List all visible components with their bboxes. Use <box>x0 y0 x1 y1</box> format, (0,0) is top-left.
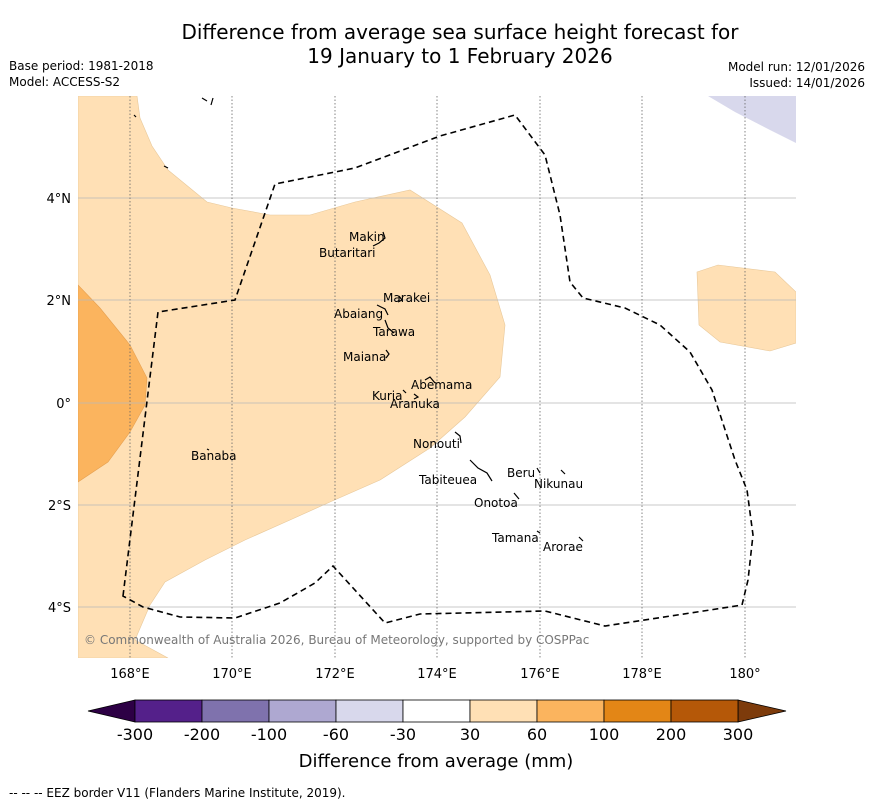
island-label-maiana: Maiana <box>343 350 386 364</box>
island-label-abaiang: Abaiang <box>334 307 383 321</box>
island-label-tamana: Tamana <box>491 531 539 545</box>
island-shape-marakei <box>397 295 403 303</box>
island-label-arorae: Arorae <box>543 540 583 554</box>
island-shape-aranuka <box>413 393 420 400</box>
island-shape-kuria <box>402 389 407 394</box>
island-shape-north-2 <box>133 114 137 118</box>
model-run: Model run: 12/01/2026 <box>727 60 865 74</box>
colorbar-tick-label: -100 <box>251 725 287 744</box>
colorbar-tick-label: -300 <box>117 725 153 744</box>
island-shape-tamana <box>536 530 541 534</box>
island-shape-north-3 <box>163 165 169 169</box>
colorbar-tick-label: 60 <box>527 725 547 744</box>
island-label-kuria: Kuria <box>372 389 403 403</box>
colorbar-tick-label: 300 <box>723 725 754 744</box>
colorbar-tick-label: -60 <box>323 725 349 744</box>
lat-label-2n: 2°N <box>47 294 72 309</box>
colorbar-segment <box>402 699 471 723</box>
island-shape-maiana <box>385 349 390 359</box>
colorbar-tick-label: 200 <box>656 725 687 744</box>
colorbar-label: Difference from average (mm) <box>299 751 574 772</box>
island-labels: Makin Butaritari Marakei Abaiang Tarawa … <box>191 230 583 554</box>
anomaly-region-east <box>696 264 796 352</box>
lon-label-172e: 172°E <box>315 667 355 682</box>
eez-border <box>122 114 754 627</box>
island-label-tabiteuea: Tabiteuea <box>418 473 477 487</box>
eez-footnote: -- -- -- EEZ border V11 (Flanders Marine… <box>9 786 346 800</box>
lat-tick-labels: 4°N 2°N 0° 2°S 4°S <box>47 192 72 616</box>
lon-label-176e: 176°E <box>520 667 560 682</box>
island-shape-abaiang <box>376 304 389 316</box>
copyright-text: © Commonwealth of Australia 2026, Bureau… <box>84 633 589 647</box>
island-shape-arorae <box>578 536 584 542</box>
anomaly-region-60-100 <box>78 284 148 483</box>
anomaly-region-30-60 <box>78 96 506 658</box>
lat-label-0: 0° <box>56 397 71 412</box>
island-shape-abemama <box>424 376 436 384</box>
lon-tick-labels: 168°E 170°E 172°E 174°E 176°E 178°E 180° <box>110 667 760 682</box>
island-shape-tarawa <box>384 319 395 334</box>
colorbar-ticks: -300 -200 -100 -60 -30 30 60 100 200 300 <box>117 725 753 744</box>
island-shape-north-1 <box>201 97 214 106</box>
lat-label-4s: 4°S <box>48 601 71 616</box>
island-label-tarawa: Tarawa <box>372 325 415 339</box>
colorbar-tick-label: 30 <box>460 725 480 744</box>
island-shape-nikunau <box>560 469 566 475</box>
colorbar-segment <box>134 699 203 723</box>
colorbar-segment <box>536 699 605 723</box>
island-outlines <box>133 97 584 542</box>
lat-label-4n: 4°N <box>47 192 72 207</box>
island-label-banaba: Banaba <box>191 449 237 463</box>
colorbar-under-arrow <box>87 699 136 723</box>
meta-left: Base period: 1981-2018 Model: ACCESS-S2 <box>9 58 154 90</box>
island-label-nonouti: Nonouti <box>413 437 460 451</box>
colorbar-tick-label: -30 <box>390 725 416 744</box>
lon-label-170e: 170°E <box>212 667 252 682</box>
title-line-1: Difference from average sea surface heig… <box>181 20 739 44</box>
island-shape-beru <box>536 467 541 474</box>
colorbar-segment <box>201 699 270 723</box>
colorbar-tick-label: 100 <box>589 725 620 744</box>
island-shape-banaba <box>206 448 210 451</box>
colorbar-segments <box>134 699 739 723</box>
island-label-abemama: Abemama <box>411 378 472 392</box>
colorbar-segment <box>670 699 739 723</box>
issued-date: Issued: 14/01/2026 <box>749 76 865 90</box>
model-name: Model: ACCESS-S2 <box>9 75 121 89</box>
island-label-butaritari: Butaritari <box>319 246 376 260</box>
lon-label-178e: 178°E <box>622 667 662 682</box>
lon-label-174e: 174°E <box>417 667 457 682</box>
map-title: Difference from average sea surface heig… <box>0 20 873 68</box>
colorbar-segment <box>603 699 672 723</box>
island-shape-onotoa <box>513 492 520 500</box>
island-label-onotoa: Onotoa <box>474 496 518 510</box>
colorbar-over-arrow <box>737 699 787 723</box>
island-label-aranuka: Aranuka <box>390 397 440 411</box>
base-period: Base period: 1981-2018 <box>9 59 154 73</box>
colorbar-segment <box>469 699 538 723</box>
title-line-2: 19 January to 1 February 2026 <box>307 44 613 68</box>
island-label-makin: Makin <box>349 230 385 244</box>
island-shape-makin <box>372 231 386 247</box>
island-label-nikunau: Nikunau <box>534 477 583 491</box>
lat-label-2s: 2°S <box>48 499 71 514</box>
island-label-beru: Beru <box>507 466 535 480</box>
meta-right: Model run: 12/01/2026 Issued: 14/01/2026 <box>728 59 865 91</box>
colorbar-segment <box>268 699 337 723</box>
lon-gridlines <box>129 96 746 658</box>
island-shape-tabiteuea <box>469 459 493 482</box>
lon-label-180: 180° <box>729 667 760 682</box>
map-area: Makin Butaritari Marakei Abaiang Tarawa … <box>78 96 796 658</box>
anomaly-region-negative <box>708 96 796 143</box>
colorbar: -300 -200 -100 -60 -30 30 60 100 200 300 Differen… <box>87 699 787 772</box>
island-label-marakei: Marakei <box>383 291 430 305</box>
colorbar-tick-label: -200 <box>184 725 220 744</box>
colorbar-segment <box>335 699 404 723</box>
island-shape-nonouti <box>454 431 462 444</box>
lon-label-168e: 168°E <box>110 667 150 682</box>
